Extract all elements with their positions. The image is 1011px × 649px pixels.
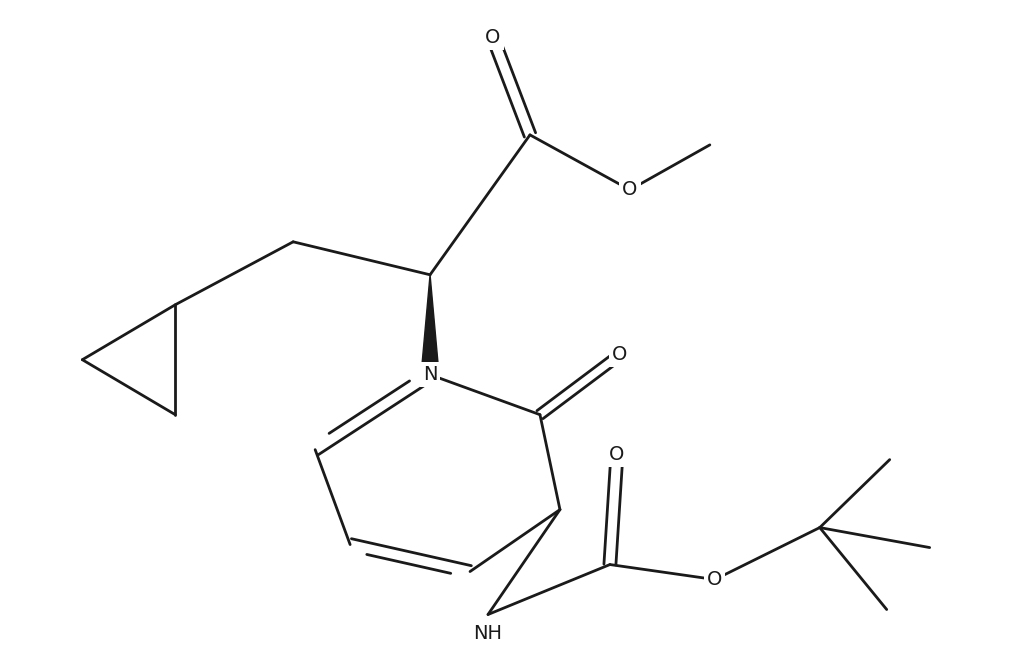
Text: O: O bbox=[609, 445, 624, 464]
Polygon shape bbox=[421, 275, 439, 374]
Text: O: O bbox=[622, 180, 637, 199]
Text: N: N bbox=[423, 365, 437, 384]
Text: O: O bbox=[612, 345, 627, 364]
Text: O: O bbox=[485, 29, 500, 47]
Text: NH: NH bbox=[473, 624, 502, 644]
Text: O: O bbox=[707, 570, 722, 589]
